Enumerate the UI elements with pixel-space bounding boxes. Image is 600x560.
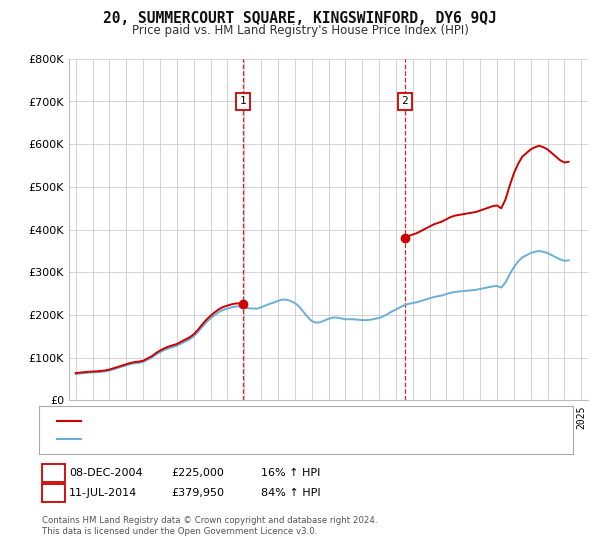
Text: 20, SUMMERCOURT SQUARE, KINGSWINFORD, DY6 9QJ: 20, SUMMERCOURT SQUARE, KINGSWINFORD, DY… (103, 11, 497, 26)
Text: Price paid vs. HM Land Registry's House Price Index (HPI): Price paid vs. HM Land Registry's House … (131, 24, 469, 36)
Text: 84% ↑ HPI: 84% ↑ HPI (261, 488, 320, 498)
Text: 1: 1 (239, 96, 246, 106)
Text: 16% ↑ HPI: 16% ↑ HPI (261, 468, 320, 478)
Text: 08-DEC-2004: 08-DEC-2004 (69, 468, 143, 478)
Text: 11-JUL-2014: 11-JUL-2014 (69, 488, 137, 498)
Text: £379,950: £379,950 (171, 488, 224, 498)
Text: 2: 2 (401, 96, 408, 106)
Text: Contains HM Land Registry data © Crown copyright and database right 2024.: Contains HM Land Registry data © Crown c… (42, 516, 377, 525)
Text: 1: 1 (50, 468, 57, 478)
Text: This data is licensed under the Open Government Licence v3.0.: This data is licensed under the Open Gov… (42, 528, 317, 536)
Text: £225,000: £225,000 (171, 468, 224, 478)
Text: HPI: Average price, detached house, Dudley: HPI: Average price, detached house, Dudl… (86, 434, 305, 444)
Text: 2: 2 (50, 488, 57, 498)
Text: 20, SUMMERCOURT SQUARE, KINGSWINFORD, DY6 9QJ (detached house): 20, SUMMERCOURT SQUARE, KINGSWINFORD, DY… (86, 416, 449, 426)
